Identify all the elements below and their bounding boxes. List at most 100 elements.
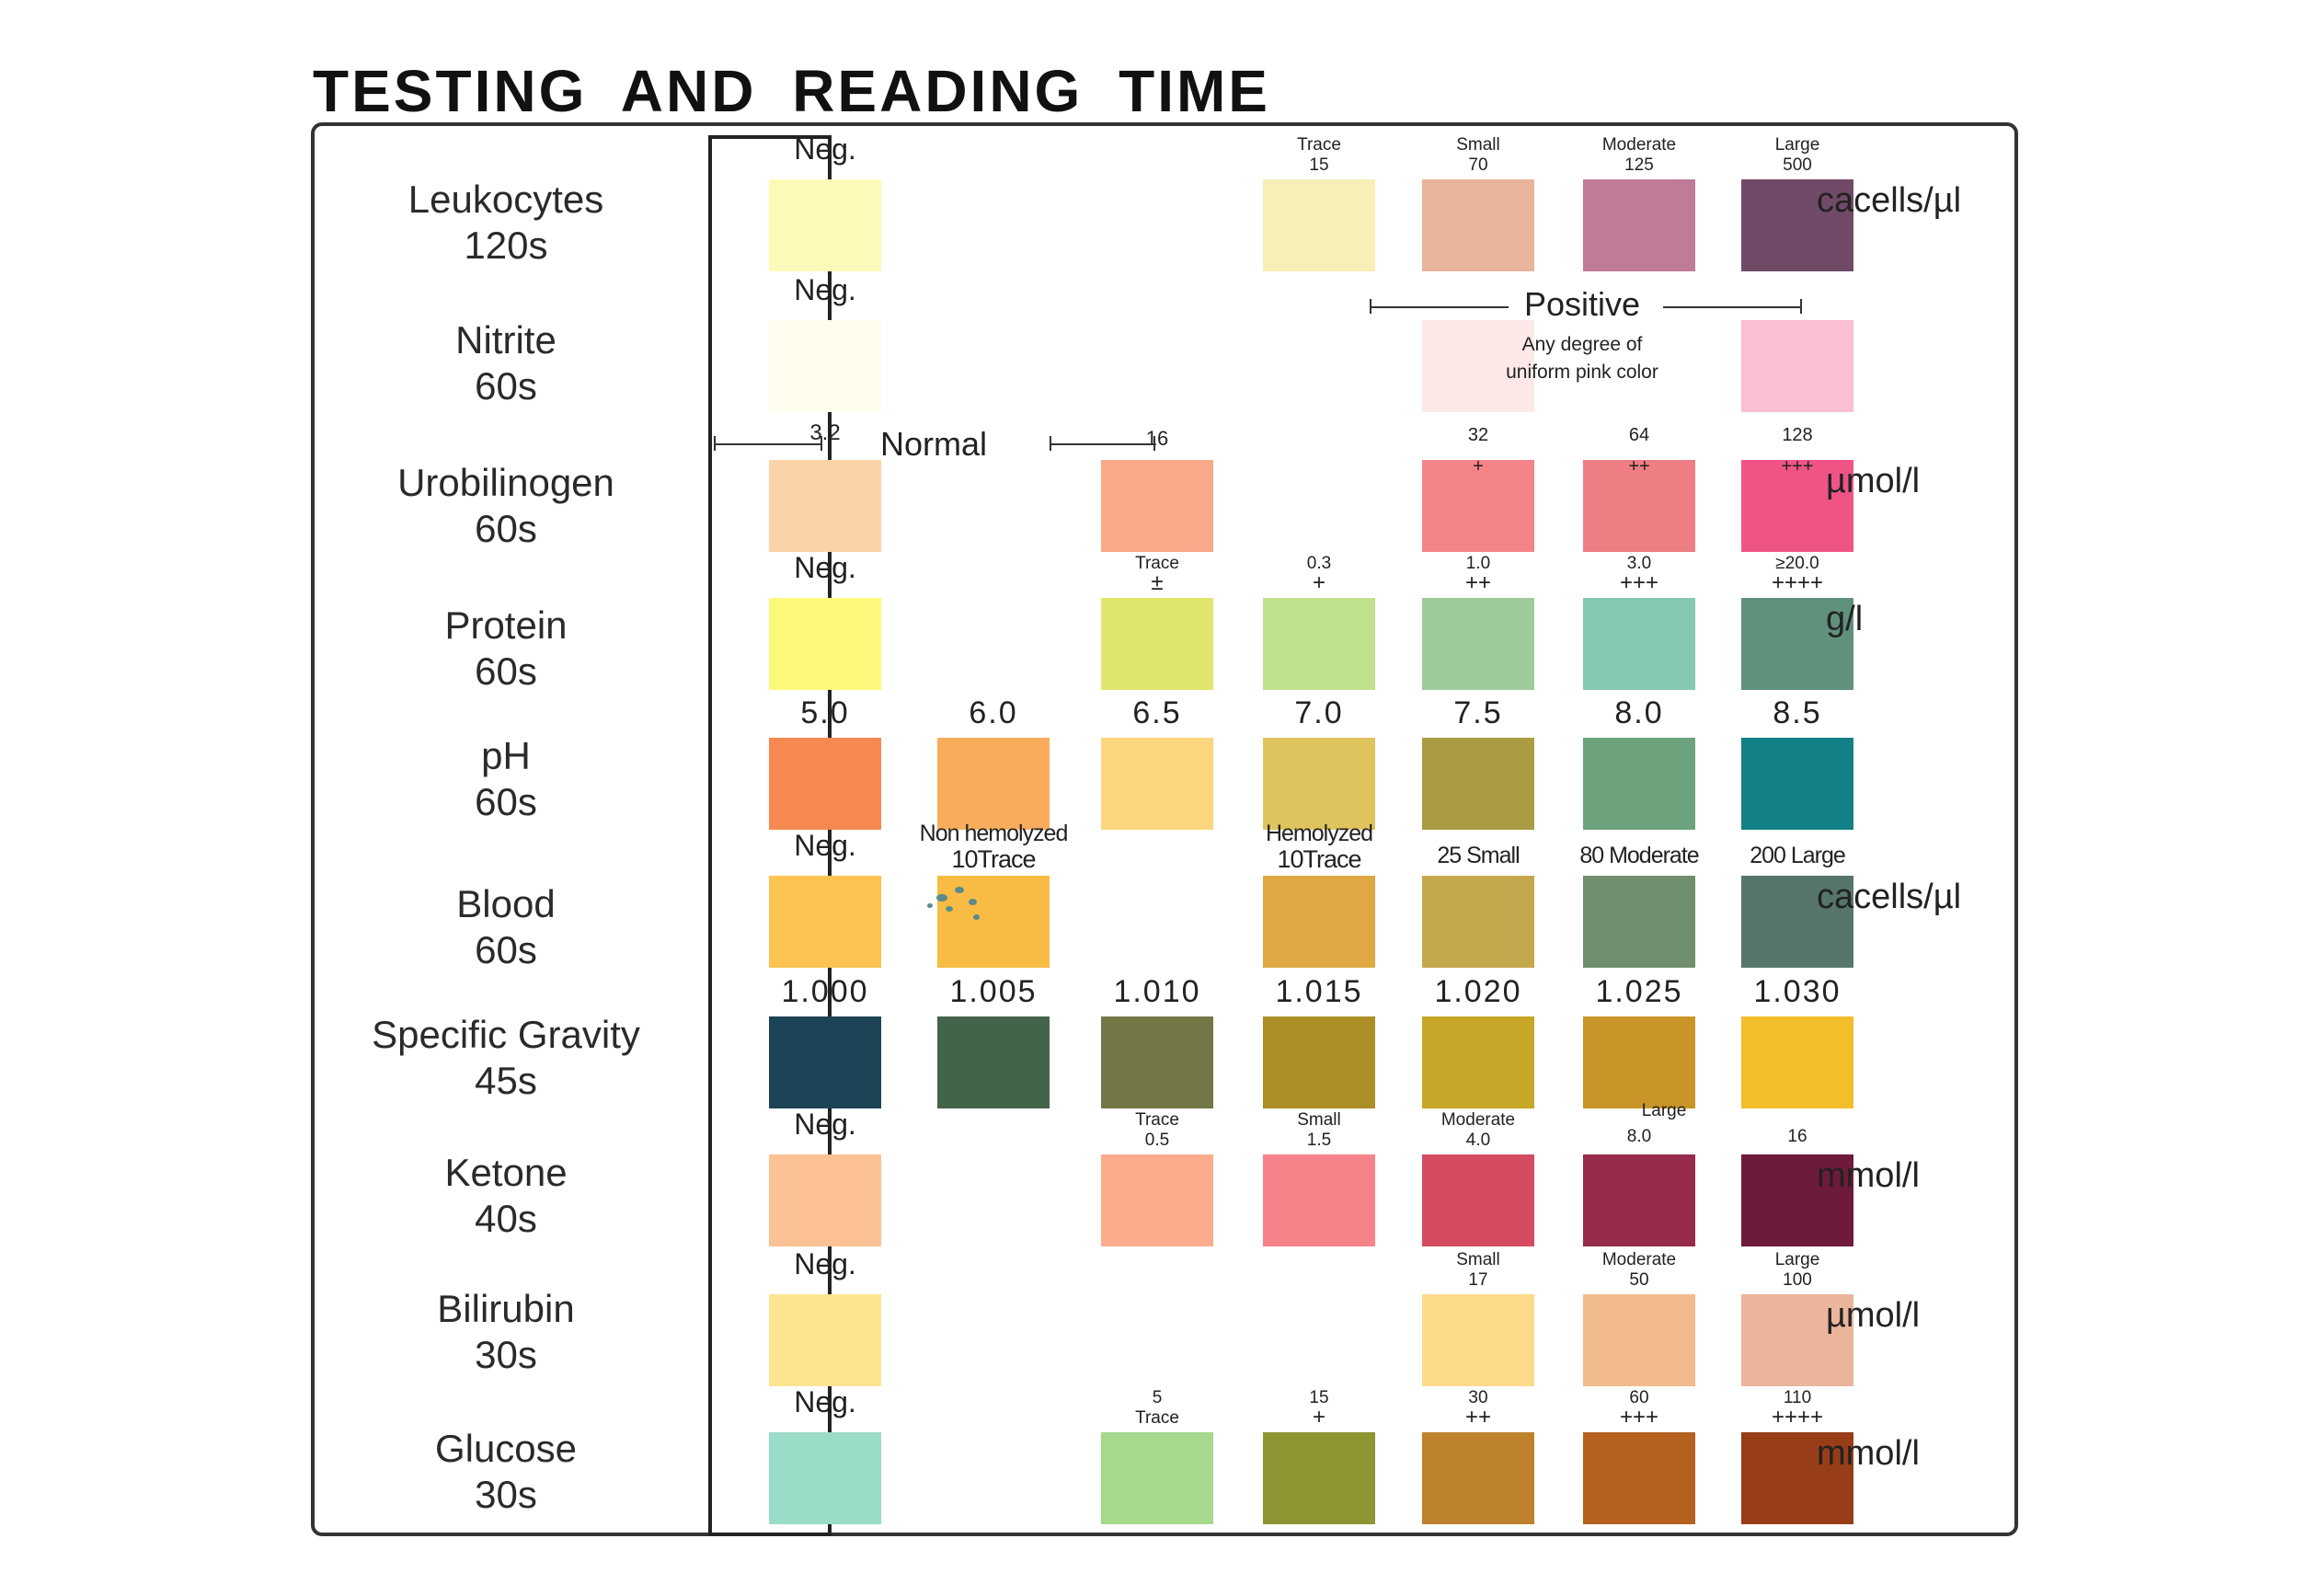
swatch-label-line2: Trace (1135, 1408, 1179, 1428)
swatch-label-line1: 110 (1783, 1388, 1812, 1407)
swatch-label-line2: 10Trace (951, 845, 1036, 873)
swatch-label-line2: 10Trace (1277, 845, 1361, 873)
swatch-label: Large 100 (1715, 1250, 1880, 1291)
swatch-label: 1.005 (911, 974, 1076, 1009)
swatch (1263, 1016, 1375, 1108)
negative-column-frame (708, 135, 832, 1536)
swatch-label-line1: 16 (1787, 1127, 1807, 1146)
swatch-label: 6.5 (1074, 695, 1240, 730)
swatch (1422, 460, 1534, 552)
row-name: Nitrite (455, 318, 557, 362)
swatch-label: 6.0 (911, 695, 1076, 730)
swatch-label-line1: 8.0 (1614, 695, 1664, 730)
swatch (1263, 179, 1375, 271)
swatch-label: Moderate 50 (1556, 1250, 1722, 1291)
swatch-label-line1: 5.0 (800, 695, 850, 730)
swatch (1741, 876, 1853, 968)
swatch-label: 8.5 (1715, 695, 1880, 730)
ketone-large-label: Large (1641, 1101, 1687, 1120)
swatch-label-line1: Small (1456, 135, 1500, 155)
swatch-label-line1: Small (1456, 1250, 1500, 1269)
swatch-label-line2: 4.0 (1465, 1131, 1491, 1150)
swatch-label-line1: 1.025 (1595, 974, 1683, 1009)
swatch-label-line2: ++ (1464, 1405, 1492, 1430)
row-label-bilirubin: Bilirubin 30s (313, 1286, 699, 1378)
chart-frame (311, 122, 2018, 1536)
swatch (1741, 460, 1853, 552)
swatch-label-line1: Moderate (1601, 1250, 1677, 1269)
swatch-label: 16 (1074, 423, 1240, 454)
row-time: 60s (475, 649, 537, 693)
swatch-label-line1: Non hemolyzed (919, 821, 1069, 846)
swatch-label: Trace 15 (1236, 135, 1402, 176)
range-line (1050, 443, 1154, 445)
swatch-label-line1: 8.5 (1773, 695, 1822, 730)
swatch (1422, 738, 1534, 830)
desc-line2: uniform pink color (1506, 362, 1658, 383)
row-label-blood: Blood 60s (313, 881, 699, 973)
swatch-label-line2: 100 (1783, 1270, 1812, 1290)
swatch (1583, 1154, 1695, 1246)
swatch-negative (769, 876, 881, 968)
neg-label: Neg. (794, 1108, 856, 1141)
range-line (715, 443, 821, 445)
swatch (1101, 460, 1213, 552)
neg-label: Neg. (794, 1385, 856, 1418)
normal-range-label: Normal (879, 425, 987, 463)
swatch-label-line1: Large (1774, 1250, 1820, 1269)
nitrite-positive-label: Positive (1523, 285, 1641, 323)
swatch-label-line1: 7.0 (1294, 695, 1344, 730)
row-time: 120s (464, 224, 548, 267)
swatch (769, 738, 881, 830)
range-tick (714, 436, 716, 451)
range-tick (820, 436, 822, 451)
swatch-label-line1: 3.0 (1626, 554, 1652, 573)
swatch (1583, 598, 1695, 690)
positive-line (1663, 306, 1801, 308)
swatch-label-line1: ≥20.0 (1775, 554, 1819, 573)
row-time: 30s (475, 1333, 537, 1376)
swatch-label: Non hemolyzed 10Trace (911, 821, 1076, 872)
swatch-label: 7.0 (1236, 695, 1402, 730)
swatch (1741, 320, 1853, 412)
swatch-label-line1: 1.010 (1113, 974, 1201, 1009)
swatch-label: 128 +++ (1715, 419, 1880, 482)
row-name: Leukocytes (407, 178, 604, 221)
swatch (1422, 876, 1534, 968)
swatch-label: 1.030 (1715, 974, 1880, 1009)
row-label-leukocytes: Leukocytes 120s (313, 177, 699, 269)
nitrite-positive-desc: Any degree of uniform pink color (1490, 331, 1674, 386)
unit-label: mmol/l (1817, 1156, 1920, 1195)
swatch (1263, 1432, 1375, 1524)
swatch-label-line2: +++ (1781, 456, 1814, 477)
swatch-label: 8.0 (1556, 1127, 1722, 1147)
swatch (1741, 598, 1853, 690)
swatch-label: ≥20.0 ++++ (1715, 554, 1880, 594)
row-name: Protein (444, 603, 568, 647)
swatch-label: 1.000 (742, 974, 908, 1009)
unit-label: cacells/µl (1817, 878, 1962, 916)
swatch-negative (769, 1432, 881, 1524)
swatch-label: 5 Trace (1074, 1388, 1240, 1429)
swatch-negative (769, 1154, 881, 1246)
swatch-label-line1: 1.020 (1434, 974, 1522, 1009)
swatch-label-line2: + (1312, 570, 1325, 595)
swatch-label-line1: 60 (1629, 1388, 1649, 1407)
swatch-label: Moderate 125 (1556, 135, 1722, 176)
swatch-label: 200 Large (1715, 843, 1880, 868)
swatch-label-line1: 1.000 (781, 974, 869, 1009)
swatch-label-line2: +++ (1619, 570, 1659, 595)
swatch (1263, 1154, 1375, 1246)
swatch-label-line1: 15 (1309, 1388, 1329, 1407)
row-time: 60s (475, 928, 537, 971)
positive-tick (1800, 299, 1802, 314)
swatch-label-line2: + (1473, 456, 1484, 477)
range-tick (1153, 436, 1155, 451)
swatch-label-line1: 1.005 (949, 974, 1038, 1009)
swatch-label-line2: 500 (1783, 155, 1812, 175)
swatch (1263, 876, 1375, 968)
row-time: 30s (475, 1473, 537, 1516)
swatch-label-line1: 6.5 (1132, 695, 1182, 730)
unit-label: cacells/µl (1817, 181, 1962, 220)
